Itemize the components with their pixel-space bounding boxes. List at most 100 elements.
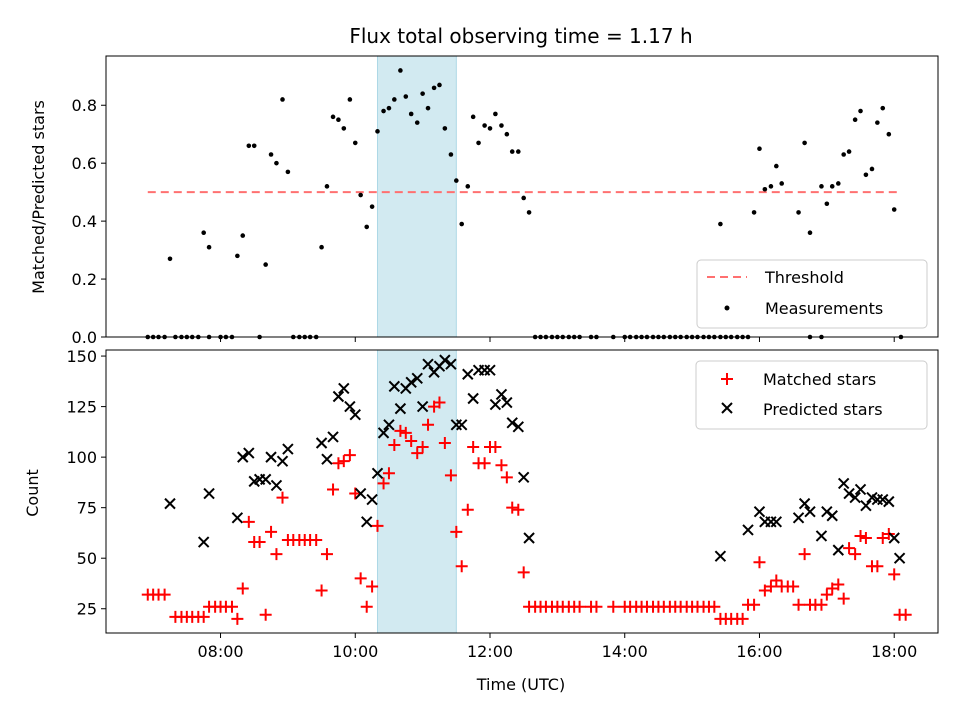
bottom-axes: 25 50 75 100 125 150 08:00 10:00 12:00 14:00 16:00…: [66, 347, 939, 661]
top-legend-box: [696, 259, 928, 329]
bottom-y-tick-label: 25: [77, 600, 97, 619]
matched-star-point: [377, 477, 390, 490]
chart-title: Flux total observing time = 1.17 h: [349, 24, 692, 48]
measurement-point: [869, 166, 875, 172]
matched-star-point: [270, 548, 283, 561]
measurement-point: [167, 256, 173, 262]
predicted-star-point: [361, 516, 373, 528]
matched-star-point: [327, 483, 340, 496]
predicted-star-point: [462, 368, 474, 380]
matched-legend-swatch: [721, 373, 733, 385]
matched-star-point: [354, 572, 367, 585]
bottom-y-tick-label: 100: [66, 448, 97, 467]
matched-star-point: [512, 503, 525, 516]
matched-star-point: [849, 548, 862, 561]
top-panel: Flux total observing time = 1.17 h Match…: [29, 24, 939, 347]
measurement-point: [751, 210, 757, 215]
bottom-plot-area: [141, 349, 912, 634]
predicted-star-point: [792, 512, 805, 524]
measurement-point: [336, 117, 341, 123]
top-legend: Threshold Measurements: [696, 259, 928, 329]
matched-star-point: [792, 598, 805, 611]
measurement-point: [465, 184, 471, 189]
predicted-star-point: [237, 451, 249, 463]
predicted-star-point: [798, 497, 811, 510]
predicted-star-point: [243, 447, 255, 459]
matched-star-point: [236, 582, 249, 595]
top-axes: 0.0 0.2 0.4 0.6 0.8: [72, 55, 939, 347]
matched-star-point: [748, 598, 761, 611]
matched-star-point: [438, 436, 451, 449]
bottom-legend: Matched stars Predicted stars: [695, 360, 928, 430]
measurement-point: [454, 178, 459, 183]
matched-star-point: [590, 600, 603, 613]
matched-star-point: [444, 469, 457, 482]
measurement-point: [509, 149, 515, 154]
measurement-point: [807, 230, 813, 236]
matched-star-point: [158, 588, 171, 601]
matched-star-point: [371, 519, 384, 532]
matched-star-point: [495, 459, 508, 472]
measurement-point: [206, 244, 212, 250]
measurement-point: [768, 184, 774, 189]
measurement-point: [718, 221, 723, 227]
predicted-star-point: [197, 536, 210, 548]
measurement-point: [268, 152, 274, 157]
measurement-point: [442, 126, 448, 131]
matched-star-point: [242, 515, 255, 528]
predicted-star-point: [383, 419, 395, 431]
predicted-star-point: [354, 487, 367, 500]
measurement-point: [863, 172, 869, 178]
matched-star-point: [315, 584, 328, 597]
matched-star-point: [411, 447, 424, 460]
matched-star-point: [388, 439, 401, 452]
predicted-star-point: [439, 354, 451, 366]
matched-star-point: [843, 542, 856, 555]
predicted-star-point: [394, 402, 407, 415]
measurement-point: [482, 123, 487, 128]
measurement-point: [515, 149, 521, 154]
matched-star-point: [753, 556, 766, 569]
predicted-star-point: [804, 506, 816, 518]
measurement-point: [526, 210, 532, 215]
measurement-point: [386, 105, 392, 111]
measurement-point: [891, 207, 897, 212]
predicted-legend-label: Predicted stars: [763, 400, 883, 419]
matched-star-point: [708, 600, 721, 613]
measurement-point: [437, 82, 442, 88]
matched-star-point: [832, 578, 845, 591]
measurement-point: [521, 195, 526, 201]
predicted-star-point: [495, 388, 508, 401]
predicted-star-point: [265, 451, 277, 463]
bottom-y-axis-label: Count: [23, 469, 42, 517]
x-axis-label: Time (UTC): [476, 675, 565, 694]
matched-star-point: [736, 612, 749, 625]
predicted-star-point: [883, 495, 895, 508]
matched-star-point: [859, 531, 872, 544]
top-y-tick-label: 0.2: [72, 270, 97, 289]
predicted-star-point: [489, 398, 502, 411]
matched-star-point: [854, 529, 867, 542]
x-tick-label: 16:00: [736, 642, 782, 661]
predicted-star-point: [742, 524, 754, 536]
matched-legend-label: Matched stars: [763, 370, 876, 389]
predicted-star-point: [843, 487, 855, 500]
predicted-star-point: [332, 390, 345, 403]
predicted-star-point: [349, 408, 361, 421]
matched-star-point: [461, 503, 474, 516]
matched-star-point: [876, 531, 889, 544]
bottom-legend-box: [695, 360, 928, 430]
measurement-point: [414, 120, 420, 125]
bottom-y-tick-label: 150: [66, 347, 97, 366]
matched-star-point: [764, 580, 777, 593]
predicted-star-point: [893, 552, 906, 564]
matched-star-point: [871, 560, 884, 573]
measurement-point: [762, 186, 768, 192]
measurement-point: [240, 233, 246, 238]
predicted-star-point: [445, 358, 457, 370]
matched-star-point: [798, 548, 811, 561]
matched-star-point: [815, 598, 828, 611]
predicted-star-point: [860, 499, 872, 512]
